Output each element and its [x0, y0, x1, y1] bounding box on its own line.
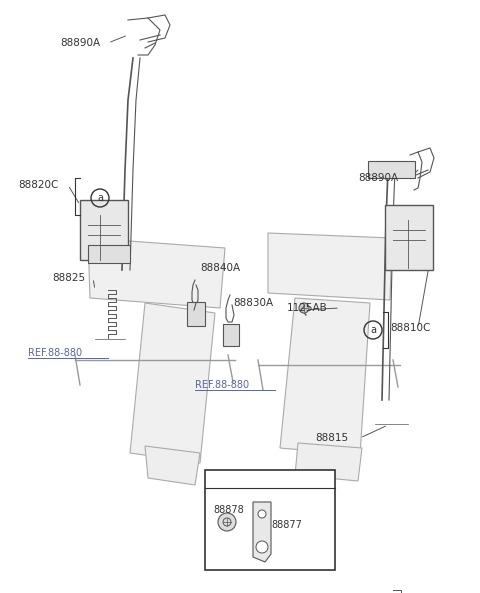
Circle shape — [218, 513, 236, 531]
Text: REF.88-880: REF.88-880 — [195, 380, 249, 390]
Polygon shape — [368, 161, 415, 178]
Text: 1125AB: 1125AB — [287, 303, 328, 313]
Polygon shape — [280, 298, 370, 455]
Polygon shape — [88, 238, 225, 308]
Polygon shape — [295, 443, 362, 481]
Polygon shape — [253, 502, 271, 562]
Circle shape — [258, 510, 266, 518]
Text: 88877: 88877 — [271, 520, 302, 530]
Polygon shape — [145, 446, 200, 485]
Text: a: a — [97, 193, 103, 203]
FancyBboxPatch shape — [187, 302, 205, 326]
Circle shape — [256, 541, 268, 553]
FancyBboxPatch shape — [223, 324, 239, 346]
FancyBboxPatch shape — [80, 200, 128, 260]
Polygon shape — [268, 233, 392, 300]
Text: 88890A: 88890A — [358, 173, 398, 183]
Text: 88815: 88815 — [315, 433, 348, 443]
Text: 88810C: 88810C — [390, 323, 431, 333]
Text: 88825: 88825 — [52, 273, 85, 283]
Polygon shape — [130, 303, 215, 463]
Text: 88820C: 88820C — [18, 180, 59, 190]
Polygon shape — [88, 245, 130, 263]
Text: 88830A: 88830A — [233, 298, 273, 308]
Text: 88840A: 88840A — [200, 263, 240, 273]
Text: 88878: 88878 — [213, 505, 244, 515]
Circle shape — [299, 303, 309, 313]
Text: a: a — [370, 325, 376, 335]
Text: 88890A: 88890A — [60, 38, 100, 48]
FancyBboxPatch shape — [385, 205, 433, 270]
Text: a: a — [214, 475, 220, 485]
FancyBboxPatch shape — [205, 470, 335, 570]
Text: REF.88-880: REF.88-880 — [28, 348, 82, 358]
